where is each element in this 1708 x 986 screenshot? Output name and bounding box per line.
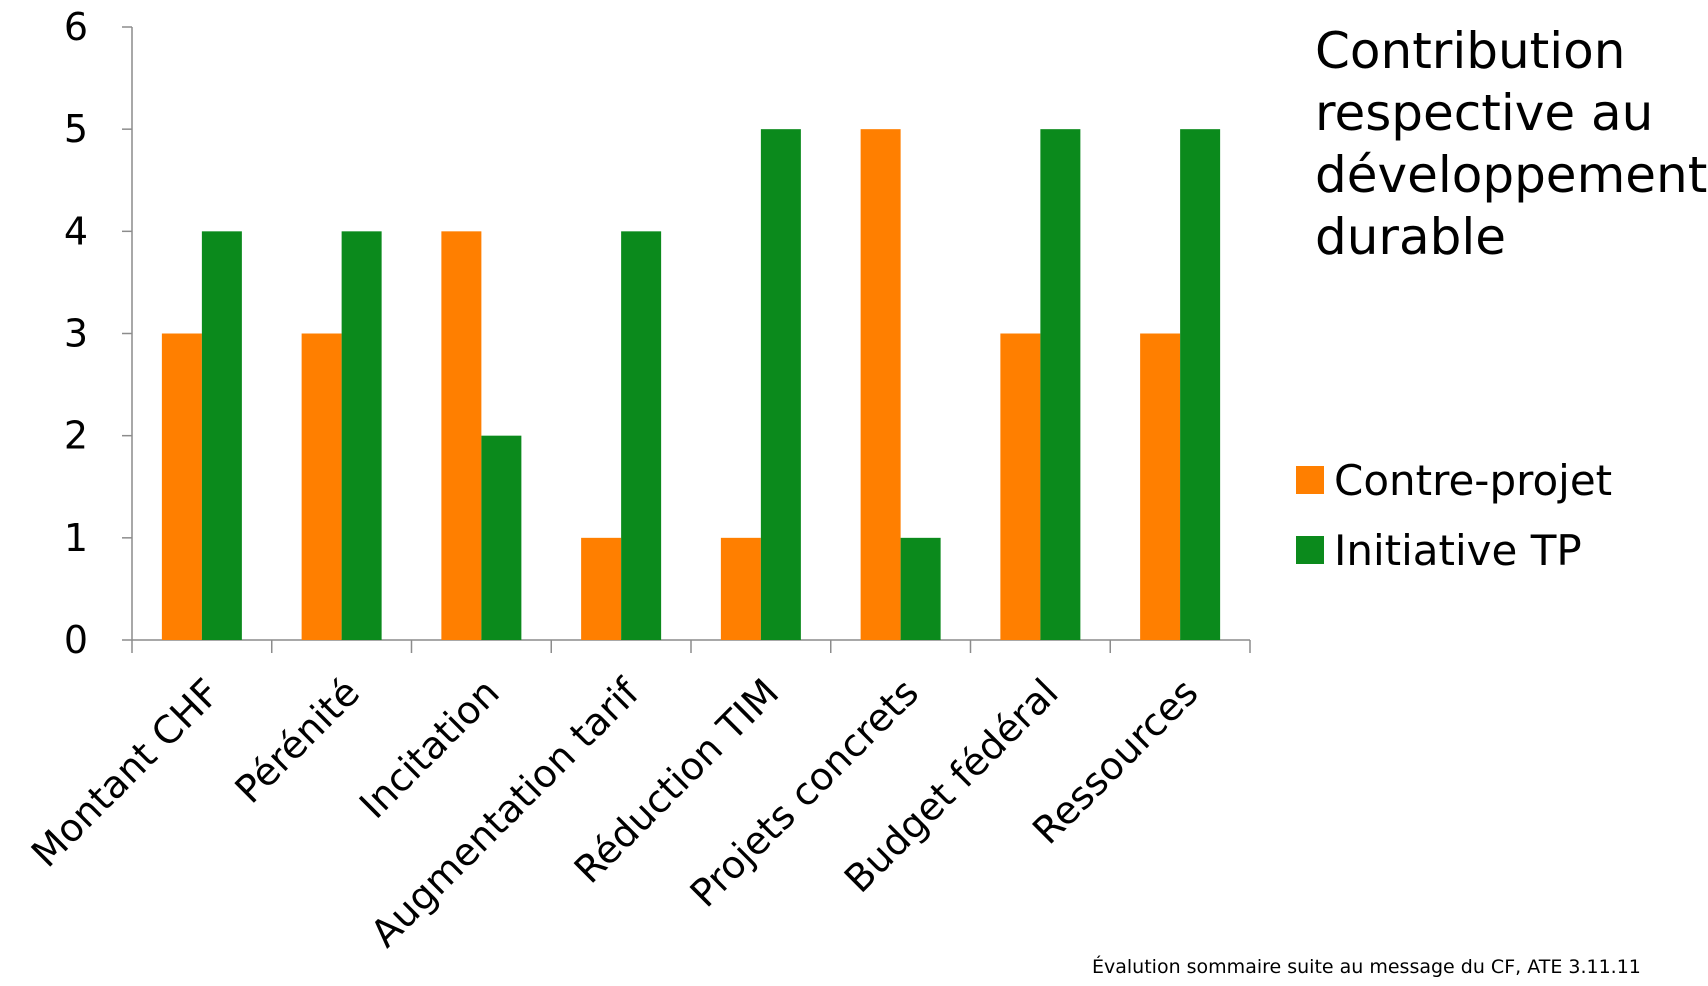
bar (581, 537, 622, 640)
footnote: Évalution sommaire suite au message du C… (1092, 956, 1641, 978)
chart-title: Contribution respective au développement… (1315, 20, 1708, 268)
y-tick-label: 3 (64, 312, 88, 356)
y-tick-label: 2 (64, 414, 88, 458)
bar (201, 231, 242, 641)
bar (481, 435, 522, 640)
legend-swatch-initiative-tp (1296, 536, 1324, 564)
chart-legend: Contre-projet Initiative TP (1296, 445, 1612, 585)
legend-swatch-contre-projet (1296, 466, 1324, 494)
bar (441, 231, 482, 641)
legend-item-initiative-tp: Initiative TP (1296, 515, 1612, 585)
bar (1180, 129, 1221, 640)
chart-axes (122, 26, 1251, 653)
bar (1140, 333, 1181, 640)
bar (900, 537, 941, 640)
bar (1040, 129, 1081, 640)
x-category-label: Pérénité (227, 670, 368, 811)
y-tick-label: 0 (64, 618, 88, 662)
bar (760, 129, 801, 640)
y-tick-label: 5 (64, 107, 88, 151)
bar (1000, 333, 1041, 640)
y-tick-label: 6 (64, 5, 88, 49)
chart-bars (161, 129, 1221, 641)
chart-title-line-3: développement (1315, 146, 1708, 204)
bar (301, 333, 342, 640)
chart-title-line-4: durable (1315, 208, 1507, 266)
y-tick-label: 4 (64, 209, 88, 253)
bar (161, 333, 202, 640)
x-category-label: Augmentation tarif (362, 669, 648, 955)
legend-item-contre-projet: Contre-projet (1296, 445, 1612, 515)
bar (860, 129, 901, 640)
bar (720, 537, 761, 640)
legend-label-initiative-tp: Initiative TP (1334, 525, 1582, 575)
legend-label-contre-projet: Contre-projet (1334, 455, 1613, 505)
bar (341, 231, 382, 641)
chart-title-line-1: Contribution (1315, 22, 1626, 80)
bar (621, 231, 662, 641)
chart-title-line-2: respective au (1315, 84, 1654, 142)
y-tick-label: 1 (64, 516, 88, 560)
x-category-label: Montant CHF (23, 670, 228, 875)
